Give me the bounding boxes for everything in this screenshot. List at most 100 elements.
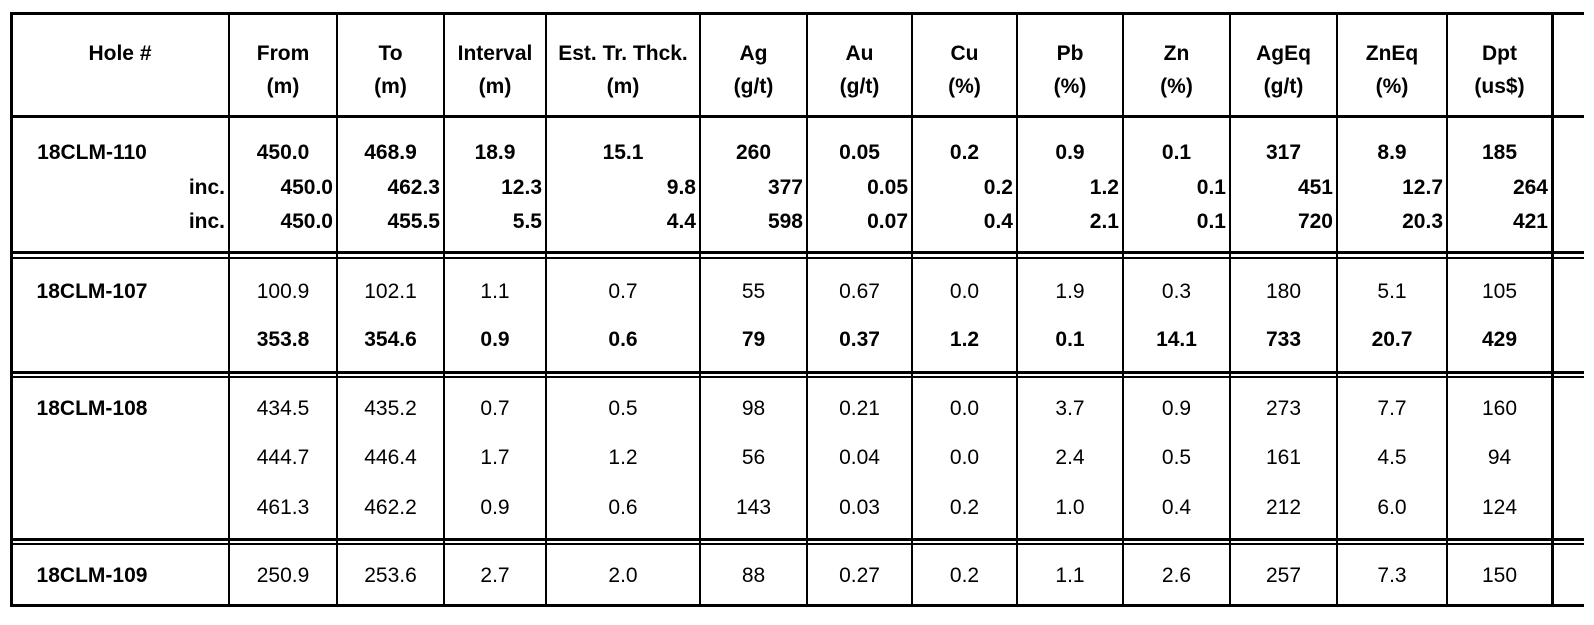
row-divider	[10, 376, 1584, 378]
table-cell: 0.1	[1161, 141, 1192, 164]
hole-id: 18CLM-107	[36, 280, 148, 303]
column-header-unit: (us$)	[1474, 75, 1525, 98]
column-header-col-3: Interval	[457, 42, 533, 65]
table-cell: 2.7	[480, 564, 510, 587]
include-label: inc.	[188, 176, 225, 199]
table-cell: 1.2	[608, 446, 638, 469]
column-header-col-12: Dpt	[1482, 42, 1517, 65]
column-divider	[806, 13, 808, 606]
table-cell: 0.4	[1161, 496, 1192, 519]
column-header-unit: (g/t)	[1263, 75, 1304, 98]
table-cell: 0.7	[608, 280, 638, 303]
column-header-col-8: Pb	[1056, 42, 1084, 65]
table-cell: 4.5	[1377, 446, 1407, 469]
table-cell: 0.0	[949, 397, 980, 420]
row-divider	[10, 538, 1584, 541]
column-header-col-5: Ag	[739, 42, 768, 65]
table-cell: 20.3	[1402, 210, 1443, 233]
column-divider	[699, 13, 701, 606]
table-cell: 353.8	[256, 328, 310, 351]
table-cell: 5.5	[512, 210, 542, 233]
table-cell: 0.27	[839, 564, 880, 587]
table-cell: 0.21	[839, 397, 880, 420]
table-cell: 720	[1297, 210, 1333, 233]
table-cell: 0.9	[480, 328, 510, 351]
table-cell: 0.2	[949, 141, 980, 164]
column-divider	[336, 13, 338, 606]
table-cell: 0.1	[1196, 210, 1226, 233]
table-cell: 2.0	[608, 564, 638, 587]
table-cell: 0.9	[480, 496, 510, 519]
table-cell: 354.6	[364, 328, 417, 351]
table-cell: 1.2	[1089, 176, 1119, 199]
table-cell: 124	[1481, 496, 1518, 519]
table-cell: 7.3	[1377, 564, 1407, 587]
table-cell: 2.4	[1055, 446, 1085, 469]
column-header-hole: Hole #	[88, 42, 152, 65]
column-header-col-2: To	[378, 42, 403, 65]
column-header-unit: (m)	[606, 75, 640, 98]
column-header-col-9: Zn	[1163, 42, 1190, 65]
table-cell: 253.6	[364, 564, 417, 587]
table-cell: 0.5	[1161, 446, 1192, 469]
table-cell: 160	[1481, 397, 1518, 420]
table-cell: 1.1	[480, 280, 510, 303]
column-header-col-1: From	[256, 42, 310, 65]
table-cell: 2.6	[1161, 564, 1192, 587]
column-divider	[1551, 13, 1554, 606]
table-cell: 79	[741, 328, 766, 351]
table-cell: 102.1	[364, 280, 417, 303]
table-cell: 0.9	[1055, 141, 1085, 164]
table-cell: 377	[767, 176, 803, 199]
table-cell: 2.1	[1089, 210, 1119, 233]
table-cell: 461.3	[256, 496, 310, 519]
table-cell: 257	[1265, 564, 1302, 587]
hole-id: 18CLM-110	[37, 141, 147, 164]
column-header-col-10: AgEq	[1256, 42, 1311, 65]
column-header-unit: (m)	[374, 75, 407, 98]
column-divider	[1016, 13, 1018, 606]
table-cell: 462.2	[364, 496, 417, 519]
table-cell: 435.2	[364, 397, 417, 420]
table-cell: 14.1	[1156, 328, 1197, 351]
table-cell: 462.3	[387, 176, 440, 199]
column-divider	[911, 13, 913, 606]
table-cell: 56	[741, 446, 766, 469]
table-cell: 450.0	[256, 141, 310, 164]
table-cell: 18.9	[474, 141, 516, 164]
hole-id: 18CLM-109	[36, 564, 148, 587]
table-cell: 185	[1481, 141, 1518, 164]
row-divider	[10, 257, 1584, 259]
table-cell: 98	[741, 397, 766, 420]
table-cell: 0.0	[949, 446, 980, 469]
table-cell: 15.1	[602, 141, 644, 164]
table-cell: 444.7	[256, 446, 310, 469]
column-header-unit: (g/t)	[733, 75, 774, 98]
column-header-col-11: ZnEq	[1365, 42, 1419, 65]
table-cell: 0.1	[1055, 328, 1085, 351]
table-cell: 450.0	[280, 210, 333, 233]
table-cell: 1.0	[1055, 496, 1085, 519]
table-cell: 429	[1481, 328, 1518, 351]
column-divider	[1446, 13, 1448, 606]
column-header-unit: (m)	[478, 75, 512, 98]
table-cell: 455.5	[387, 210, 440, 233]
table-cell: 0.1	[1196, 176, 1226, 199]
table-cell: 0.9	[1161, 397, 1192, 420]
table-cell: 273	[1265, 397, 1302, 420]
hole-id: 18CLM-108	[36, 397, 148, 420]
table-cell: 421	[1512, 210, 1548, 233]
table-cell: 468.9	[364, 141, 417, 164]
table-cell: 598	[767, 210, 803, 233]
table-cell: 143	[735, 496, 772, 519]
table-cell: 100.9	[256, 280, 310, 303]
table-cell: 212	[1265, 496, 1302, 519]
column-header-col-4: Est. Tr. Thck.	[558, 42, 688, 65]
table-cell: 0.2	[949, 496, 980, 519]
table-cell: 0.5	[608, 397, 638, 420]
table-cell: 8.9	[1377, 141, 1407, 164]
table-cell: 0.37	[839, 328, 880, 351]
include-label: inc.	[188, 210, 225, 233]
table-cell: 260	[735, 141, 772, 164]
table-cell: 0.05	[839, 141, 880, 164]
